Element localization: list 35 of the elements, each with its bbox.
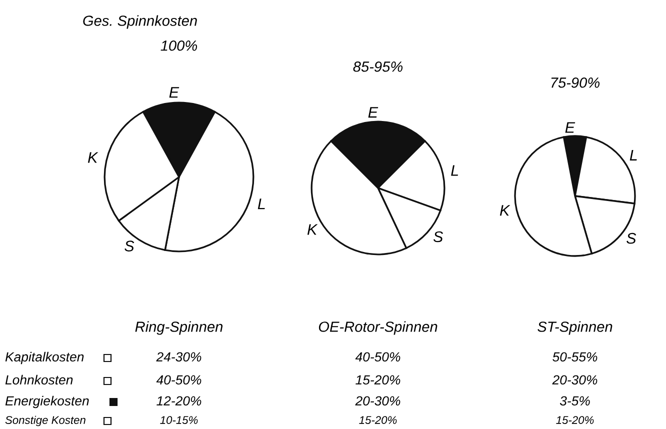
slice-label: S xyxy=(433,231,444,242)
slice-label: S xyxy=(124,240,134,252)
text: 15-20% xyxy=(556,416,594,424)
text: Ring-Spinnen xyxy=(135,321,223,335)
slice-label: L xyxy=(258,198,265,210)
text: 15-20% xyxy=(356,375,400,385)
slice-label: K xyxy=(307,224,318,235)
text: Ges. Spinnkosten xyxy=(83,15,197,29)
text: 40-50% xyxy=(355,352,400,362)
chart-title: 75-90% xyxy=(551,77,600,88)
text: 40-50% xyxy=(156,375,202,385)
slice-label: S xyxy=(626,232,636,244)
text: Sonstige Kosten xyxy=(5,416,86,426)
chart-title: 85-95% xyxy=(353,61,403,72)
text: 10-15% xyxy=(160,416,198,424)
text: ST-Spinnen xyxy=(538,321,612,335)
slice-label: K xyxy=(500,205,510,216)
slice-label: E xyxy=(565,122,576,133)
text: 50-55% xyxy=(552,352,598,362)
text: 20-30% xyxy=(355,396,400,406)
slice-label: E xyxy=(169,87,180,98)
text: 3-5% xyxy=(560,396,590,406)
text: OE-Rotor-Spinnen xyxy=(318,321,438,335)
text: 20-30% xyxy=(552,375,598,385)
chart-title: 100% xyxy=(160,40,198,51)
text: Lohnkosten xyxy=(5,374,73,385)
slice-label: L xyxy=(451,165,458,176)
text: 15-20% xyxy=(359,416,397,424)
slice-label: K xyxy=(88,152,98,163)
slice-label: E xyxy=(368,107,378,118)
slice-label: L xyxy=(630,150,637,160)
text: Energiekosten xyxy=(5,396,89,408)
text: 24-30% xyxy=(156,352,202,362)
text: Kapitalkosten xyxy=(5,352,84,364)
text: 12-20% xyxy=(156,396,202,406)
